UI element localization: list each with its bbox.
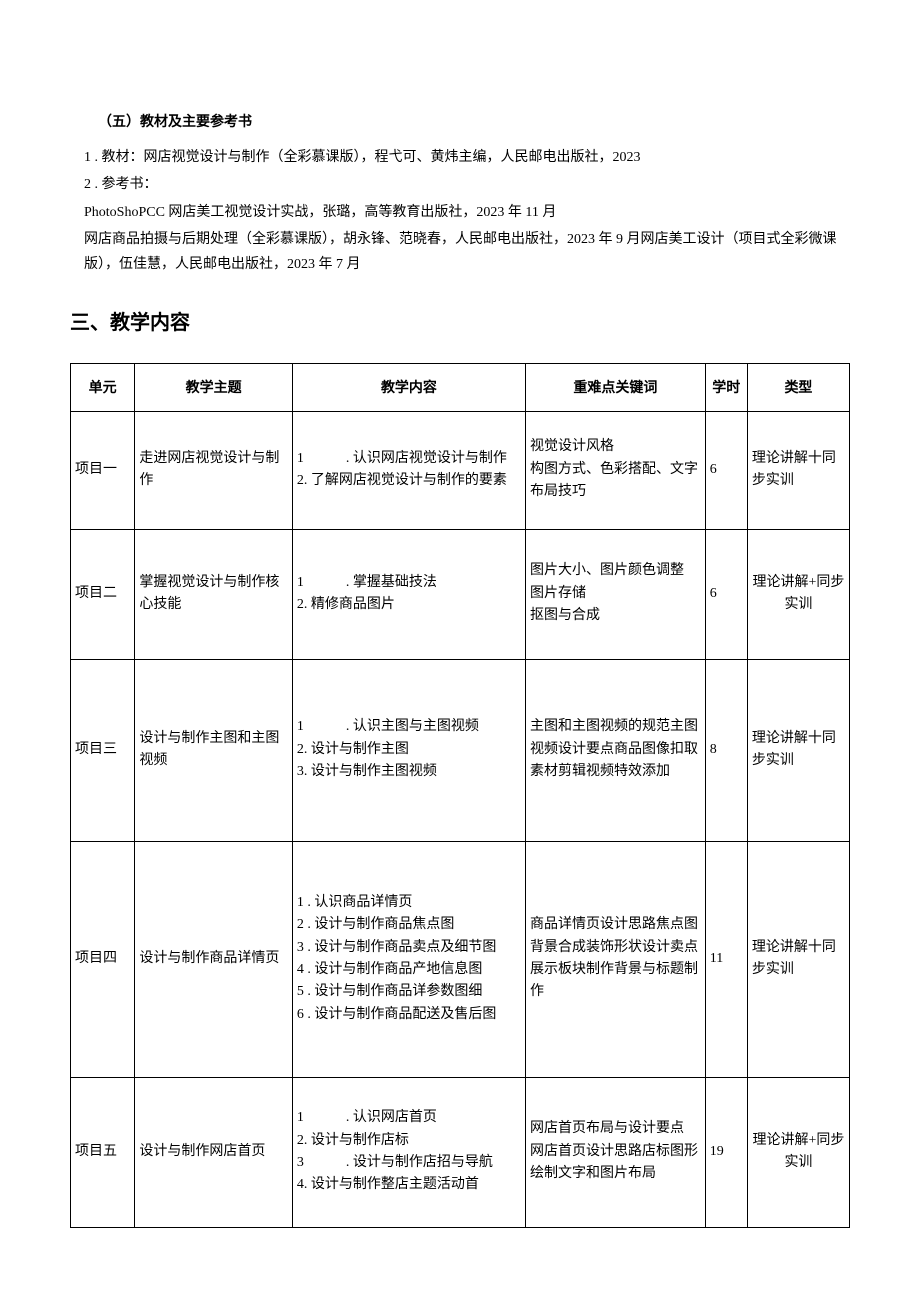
cell-content: 1 . 认识商品详情页 2 . 设计与制作商品焦点图 3 . 设计与制作商品卖点… [292, 841, 525, 1077]
cell-type: 理论讲解+同步实训 [747, 1077, 849, 1227]
table-row: 项目五设计与制作网店首页1 . 认识网店首页 2. 设计与制作店标 3 . 设计… [71, 1077, 850, 1227]
textbook-item-1: 1 . 教材：网店视觉设计与制作（全彩慕课版），程弋可、黄炜主编，人民邮电出版社… [70, 145, 850, 170]
reference-1: PhotoShoPCC 网店美工视觉设计实战，张璐，高等教育出版社，2023 年… [84, 200, 850, 225]
cell-type: 理论讲解十同步实训 [747, 841, 849, 1077]
cell-keywords: 网店首页布局与设计要点 网店首页设计思路店标图形绘制文字和图片布局 [525, 1077, 705, 1227]
cell-content: 1 . 认识网店首页 2. 设计与制作店标 3 . 设计与制作店招与导航 4. … [292, 1077, 525, 1227]
cell-unit: 项目三 [71, 659, 135, 841]
cell-topic: 设计与制作主图和主图视频 [135, 659, 293, 841]
cell-type: 理论讲解+同步实训 [747, 529, 849, 659]
header-type: 类型 [747, 364, 849, 411]
cell-type: 理论讲解十同步实训 [747, 659, 849, 841]
cell-content: 1 . 认识网店视觉设计与制作 2. 了解网店视觉设计与制作的要素 [292, 411, 525, 529]
cell-hours: 6 [705, 411, 747, 529]
section-three-title: 三、教学内容 [70, 305, 850, 341]
cell-topic: 掌握视觉设计与制作核心技能 [135, 529, 293, 659]
cell-type: 理论讲解十同步实训 [747, 411, 849, 529]
cell-unit: 项目五 [71, 1077, 135, 1227]
cell-hours: 19 [705, 1077, 747, 1227]
cell-hours: 8 [705, 659, 747, 841]
header-content: 教学内容 [292, 364, 525, 411]
cell-topic: 设计与制作网店首页 [135, 1077, 293, 1227]
table-row: 项目二掌握视觉设计与制作核心技能1 . 掌握基础技法 2. 精修商品图片图片大小… [71, 529, 850, 659]
cell-topic: 走进网店视觉设计与制作 [135, 411, 293, 529]
textbook-item-2: 2 . 参考书： [70, 172, 850, 197]
section-five-title: （五）教材及主要参考书 [98, 110, 850, 135]
cell-hours: 11 [705, 841, 747, 1077]
cell-unit: 项目二 [71, 529, 135, 659]
cell-unit: 项目四 [71, 841, 135, 1077]
cell-hours: 6 [705, 529, 747, 659]
cell-keywords: 商品详情页设计思路焦点图背景合成装饰形状设计卖点展示板块制作背景与标题制作 [525, 841, 705, 1077]
cell-keywords: 图片大小、图片颜色调整 图片存储 抠图与合成 [525, 529, 705, 659]
cell-content: 1 . 认识主图与主图视频 2. 设计与制作主图 3. 设计与制作主图视频 [292, 659, 525, 841]
table-row: 项目一走进网店视觉设计与制作1 . 认识网店视觉设计与制作 2. 了解网店视觉设… [71, 411, 850, 529]
cell-keywords: 主图和主图视频的规范主图视频设计要点商品图像扣取素材剪辑视频特效添加 [525, 659, 705, 841]
cell-topic: 设计与制作商品详情页 [135, 841, 293, 1077]
table-row: 项目四设计与制作商品详情页1 . 认识商品详情页 2 . 设计与制作商品焦点图 … [71, 841, 850, 1077]
header-unit: 单元 [71, 364, 135, 411]
header-keywords: 重难点关键词 [525, 364, 705, 411]
header-topic: 教学主题 [135, 364, 293, 411]
table-header-row: 单元 教学主题 教学内容 重难点关键词 学时 类型 [71, 364, 850, 411]
reference-2: 网店商品拍摄与后期处理（全彩慕课版），胡永锋、范晓春，人民邮电出版社，2023 … [84, 227, 850, 277]
teaching-content-table: 单元 教学主题 教学内容 重难点关键词 学时 类型 项目一走进网店视觉设计与制作… [70, 363, 850, 1227]
cell-content: 1 . 掌握基础技法 2. 精修商品图片 [292, 529, 525, 659]
header-hours: 学时 [705, 364, 747, 411]
table-row: 项目三设计与制作主图和主图视频1 . 认识主图与主图视频 2. 设计与制作主图 … [71, 659, 850, 841]
cell-unit: 项目一 [71, 411, 135, 529]
cell-keywords: 视觉设计风格 构图方式、色彩搭配、文字布局技巧 [525, 411, 705, 529]
